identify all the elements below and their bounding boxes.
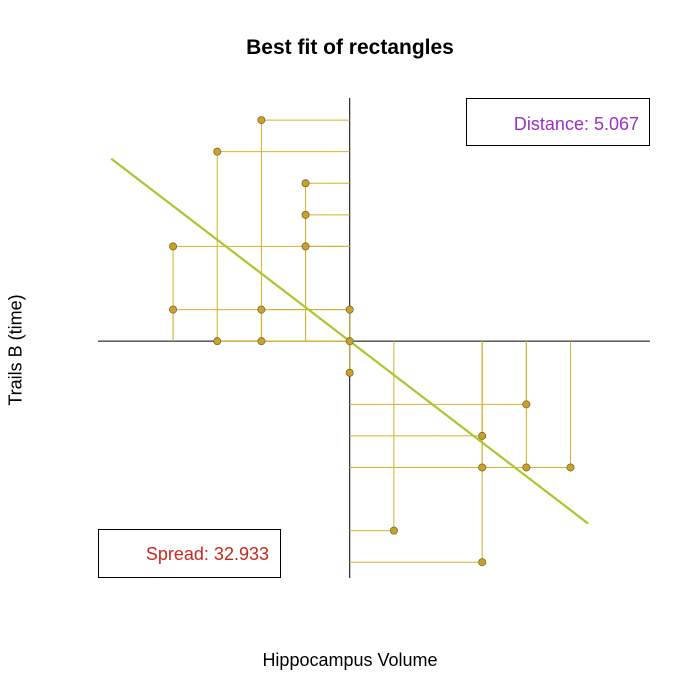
data-point — [345, 337, 354, 346]
data-point — [213, 147, 222, 156]
spread-annotation: Spread: 32.933 — [98, 529, 281, 578]
data-point — [301, 179, 310, 188]
chart-title: Best fit of rectangles — [246, 36, 454, 59]
data-point — [169, 305, 178, 314]
data-points — [169, 116, 575, 567]
data-point — [301, 242, 310, 251]
data-point — [478, 431, 487, 440]
data-point — [257, 337, 266, 346]
distance-text: Distance: 5.067 — [513, 114, 639, 134]
y-axis-label: Trails B (time) — [5, 294, 26, 406]
axes — [98, 98, 650, 578]
data-point — [301, 210, 310, 219]
x-axis-label: Hippocampus Volume — [262, 650, 438, 670]
spread-text: Spread: 32.933 — [145, 544, 269, 564]
data-point — [478, 463, 487, 472]
data-point — [522, 400, 531, 409]
distance-annotation: Distance: 5.067 — [466, 98, 650, 146]
projection-segments — [172, 119, 572, 563]
data-point — [213, 337, 222, 346]
data-point — [345, 368, 354, 377]
data-point — [345, 305, 354, 314]
data-point — [257, 305, 266, 314]
data-point — [169, 242, 178, 251]
data-point — [389, 526, 398, 535]
data-point — [478, 558, 487, 567]
data-point — [566, 463, 575, 472]
data-point — [522, 463, 531, 472]
data-point — [257, 116, 266, 125]
